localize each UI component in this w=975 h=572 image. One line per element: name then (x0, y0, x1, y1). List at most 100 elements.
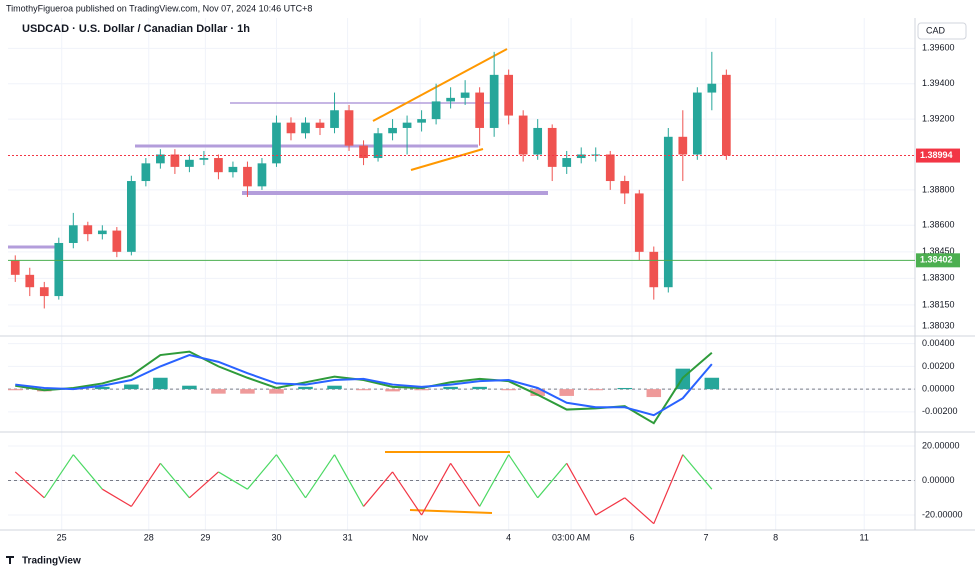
x-tick-label: 29 (200, 532, 210, 542)
currency: CAD (926, 25, 946, 35)
oscillator-segment (304, 454, 336, 499)
candle-body (417, 119, 426, 123)
candle-body (620, 181, 630, 194)
histogram-bar (327, 385, 342, 390)
candle-body (344, 110, 354, 146)
x-tick-label: 28 (144, 532, 154, 542)
y-tick-label: -0.00200 (922, 406, 958, 416)
oscillator-segment (189, 471, 219, 499)
oscillator-segment (246, 454, 277, 490)
brand: TradingView (22, 556, 81, 567)
candle-body (460, 92, 470, 98)
x-tick-label: 11 (860, 532, 869, 542)
candle-body (286, 122, 296, 134)
oscillator-segment (392, 471, 423, 516)
candle-body (257, 163, 267, 187)
histogram-bar (298, 386, 313, 390)
oscillator-segment (130, 462, 161, 507)
candle-body (185, 159, 194, 167)
histogram-bar (617, 387, 633, 390)
histogram-bar (443, 386, 458, 390)
histogram-bar (269, 389, 284, 394)
chart-title: USDCAD · U.S. Dollar / Canadian Dollar ·… (22, 23, 250, 35)
oscillator-segment (102, 488, 132, 507)
price-label-box (916, 148, 960, 163)
histogram-bar (588, 389, 603, 391)
oscillator-segment (537, 462, 568, 499)
oscillator-segment (14, 471, 45, 499)
candle-body (533, 127, 543, 155)
histogram-bar (8, 389, 23, 391)
y-tick-label: 1.38030 (922, 321, 955, 331)
candle-body (112, 230, 122, 252)
x-tick-label: 4 (506, 532, 511, 542)
y-tick-label: 1.38300 (922, 273, 955, 283)
candle-body (315, 122, 325, 128)
candle-body (39, 287, 49, 297)
x-tick-label: 7 (704, 532, 709, 542)
candle-body (721, 74, 731, 156)
price-label: 1.38402 (920, 255, 953, 265)
oscillator-segment (624, 497, 655, 525)
histogram-bar (704, 377, 720, 390)
histogram-bar (153, 377, 168, 390)
indicator-line (15, 350, 713, 425)
y-tick-label: 0.00000 (922, 383, 955, 393)
y-tick-label: 1.38450 (922, 246, 955, 256)
y-tick-label: 0.00200 (922, 361, 955, 371)
candle-body (547, 127, 557, 167)
oscillator-segment (566, 463, 597, 516)
candle-body (10, 260, 20, 275)
candle-body (330, 110, 339, 128)
candle-body (156, 154, 165, 164)
candle-body (388, 127, 397, 134)
y-tick-label: 1.38600 (922, 220, 955, 230)
oscillator-segment (333, 454, 365, 507)
x-tick-label: 03:00 AM (552, 532, 590, 542)
candle-body (68, 225, 78, 243)
histogram-bar (646, 389, 662, 398)
candle-body (576, 154, 586, 159)
histogram-bar (182, 385, 197, 390)
price-label-box (916, 253, 960, 268)
candle-body (562, 158, 572, 167)
x-tick-label: Nov (412, 532, 429, 542)
candle-body (431, 101, 441, 120)
oscillator-segment (421, 463, 452, 516)
histogram-bar (559, 389, 574, 396)
candle-body (199, 158, 209, 160)
x-tick-label: 31 (343, 532, 353, 542)
candle-body (475, 92, 484, 128)
brand-logo (6, 556, 14, 564)
oscillator-segment (218, 471, 248, 490)
candle-body (489, 74, 499, 128)
candle-body (214, 158, 223, 173)
histogram-bar (95, 386, 110, 390)
candle-body (634, 193, 644, 252)
histogram-bar (240, 389, 255, 394)
oscillator-segment (72, 454, 103, 490)
histogram-bar (414, 389, 429, 391)
y-tick-label: 20.00000 (922, 440, 960, 450)
candle-body (272, 122, 281, 164)
oscillator-segment (682, 454, 713, 490)
oscillator-segment (43, 454, 74, 499)
drawings (0, 18, 975, 531)
candle-body (707, 83, 717, 93)
currency-box[interactable] (917, 22, 967, 40)
histogram-bar (356, 389, 371, 391)
histogram-bar (124, 384, 139, 390)
oscillator-segment (159, 462, 190, 499)
drawing-line (409, 509, 493, 514)
histogram-bar (530, 389, 545, 396)
candle-body (692, 92, 702, 155)
candle-body (83, 225, 93, 235)
candle-body (446, 97, 455, 102)
x-tick-label: 30 (271, 532, 281, 542)
candle-body (373, 133, 383, 159)
candle-body (663, 136, 673, 288)
candle-body (301, 122, 310, 134)
candle-body (402, 122, 412, 128)
drawing-line (410, 148, 484, 171)
